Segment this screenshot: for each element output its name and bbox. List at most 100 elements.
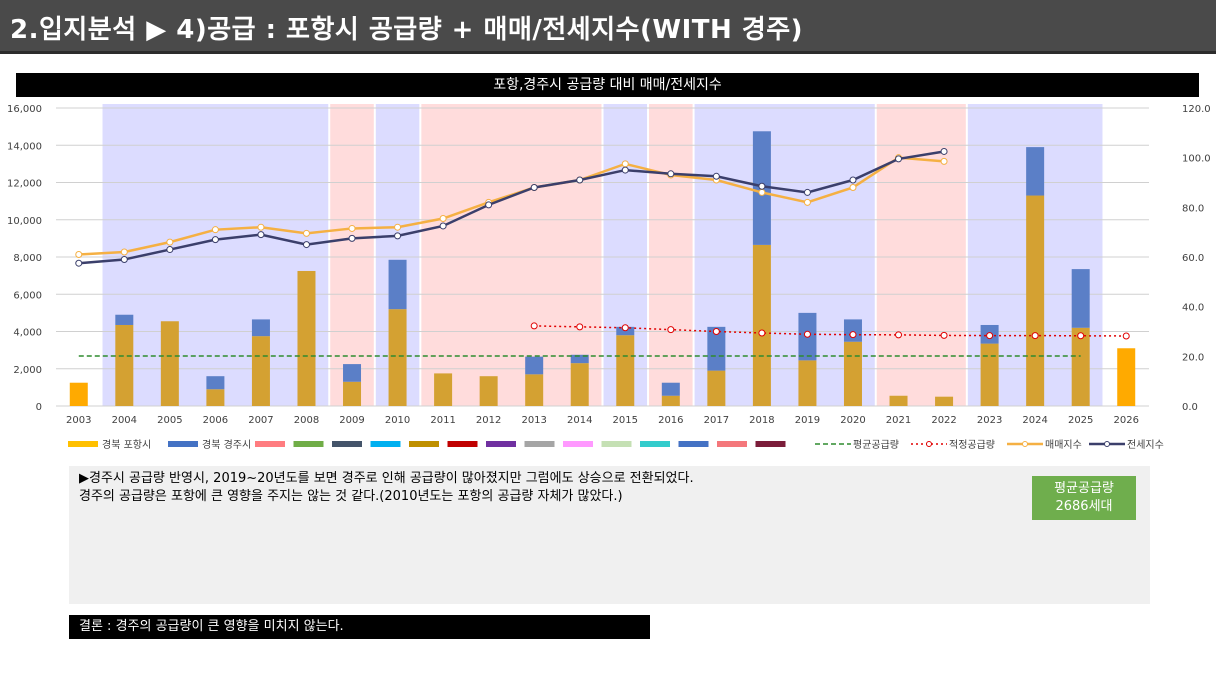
bar-pohang [388, 309, 407, 406]
bar-pohang [570, 363, 589, 406]
legend-label: 전세지수 [1127, 439, 1164, 451]
bar-pohang [69, 382, 88, 406]
bar-pohang [206, 389, 225, 406]
legend-swatch [601, 441, 632, 447]
legend-swatch [524, 441, 555, 447]
x-tick-label: 2007 [248, 415, 273, 426]
jeonse-index-point [895, 155, 903, 163]
bar-pohang [616, 335, 635, 406]
bar-pohang [251, 336, 270, 406]
jeonse-index-point [394, 232, 402, 240]
proper-supply-point [940, 331, 948, 339]
proper-supply-point [712, 328, 720, 335]
jeonse-index-point [120, 255, 128, 263]
jeonse-index-point [667, 170, 675, 178]
x-tick-label: 2003 [66, 415, 91, 426]
bar-pohang [843, 341, 862, 406]
bar-pohang [525, 374, 544, 406]
x-tick-label: 2018 [749, 415, 774, 426]
conclusion-bar: 결론 : 경주의 공급량이 큰 영향을 미치지 않는다. [69, 615, 650, 639]
x-tick-label: 2016 [658, 415, 683, 426]
jeonse-index-point [530, 183, 538, 191]
y-left-tick-label: 8,000 [13, 253, 42, 264]
bar-pohang [479, 376, 498, 406]
proper-supply-point [1122, 332, 1130, 340]
jeonse-index-point [302, 241, 310, 249]
y-left-tick-label: 2,000 [13, 365, 42, 376]
sale-index-point [348, 224, 356, 232]
bar-gyeongju [525, 356, 544, 375]
legend-label: 매매지수 [1045, 439, 1082, 451]
badge-label: 평균공급량 [1054, 481, 1114, 496]
x-tick-label: 2006 [203, 415, 228, 426]
jeonse-index-point [257, 231, 265, 239]
y-right-tick-label: 100.0 [1182, 154, 1211, 165]
x-tick-label: 2024 [1022, 415, 1047, 426]
jeonse-index-point [576, 176, 584, 184]
x-tick-label: 2013 [521, 415, 546, 426]
title-bar: 2.입지분석 ▶ 4)공급 : 포항시 공급량 + 매매/전세지수(WITH 경… [0, 0, 1216, 54]
bar-pohang [889, 395, 908, 406]
x-tick-label: 2023 [977, 415, 1002, 426]
bar-pohang [661, 395, 680, 406]
legend-swatch [755, 441, 786, 447]
note-line-2: 경주의 공급량은 포항에 큰 영향을 주지는 않는 것 같다.(2010년도는 … [79, 489, 623, 504]
x-tick-label: 2021 [886, 415, 911, 426]
sale-index-point [940, 157, 948, 165]
legend-marker [1022, 441, 1028, 447]
jeonse-index-point [439, 222, 447, 230]
proper-supply-point [667, 326, 675, 334]
proper-supply-point [1077, 332, 1085, 340]
proper-supply-point [576, 323, 584, 331]
jeonse-index-point [75, 259, 83, 267]
sale-index-point [758, 188, 766, 196]
bar-gyeongju [1026, 147, 1045, 196]
note-line-1: ▶경주시 공급량 반영시, 2019~20년도를 보면 경주로 인해 공급량이 … [79, 471, 694, 486]
bar-pohang [1026, 195, 1045, 406]
bar-pohang [115, 324, 134, 406]
y-right-tick-label: 120.0 [1182, 104, 1211, 115]
sale-index-point [394, 223, 402, 231]
bar-gyeongju [206, 376, 225, 390]
note-box: ▶경주시 공급량 반영시, 2019~20년도를 보면 경주로 인해 공급량이 … [69, 466, 1150, 604]
legend-swatch [68, 441, 98, 447]
y-left-tick-label: 16,000 [7, 104, 42, 115]
y-left-tick-label: 6,000 [13, 290, 42, 301]
x-tick-label: 2020 [840, 415, 865, 426]
bar-pohang [980, 343, 999, 406]
x-tick-label: 2005 [157, 415, 182, 426]
legend-label: 적정공급량 [949, 439, 995, 451]
bar-pohang [297, 270, 316, 406]
bar-pohang [707, 370, 726, 406]
proper-supply-point [895, 331, 903, 339]
y-left-tick-label: 10,000 [7, 216, 42, 227]
background-band [330, 104, 374, 406]
bar-pohang [752, 244, 771, 406]
jeonse-index-point [211, 236, 219, 244]
sale-index-point [166, 238, 174, 246]
x-tick-label: 2011 [430, 415, 455, 426]
y-left-tick-label: 0 [36, 402, 42, 413]
legend-swatch [255, 441, 285, 447]
proper-supply-point [1031, 332, 1039, 340]
x-tick-label: 2017 [704, 415, 729, 426]
y-right-tick-label: 40.0 [1182, 303, 1204, 314]
y-right-tick-label: 20.0 [1182, 352, 1204, 363]
proper-supply-line [534, 325, 1127, 337]
jeonse-index-point [485, 201, 493, 209]
legend-label: 경북 포항시 [102, 438, 151, 451]
bar-gyeongju [570, 354, 589, 364]
proper-supply-point [849, 331, 857, 339]
x-tick-label: 2008 [294, 415, 319, 426]
y-right-tick-label: 60.0 [1182, 253, 1204, 264]
proper-supply-point [758, 329, 766, 337]
jeonse-index-point [712, 172, 720, 180]
proper-supply-point [530, 322, 538, 330]
jeonse-index-point [803, 188, 811, 196]
legend-swatch [563, 441, 593, 447]
supply-index-chart: 0 2,000 4,000 6,000 8,000 10,000 12,000 14,000 1… [7, 104, 1211, 451]
legend-swatch [293, 441, 324, 447]
x-tick-label: 2019 [795, 415, 820, 426]
bar-pohang [798, 360, 817, 406]
proper-supply-point [803, 330, 811, 338]
